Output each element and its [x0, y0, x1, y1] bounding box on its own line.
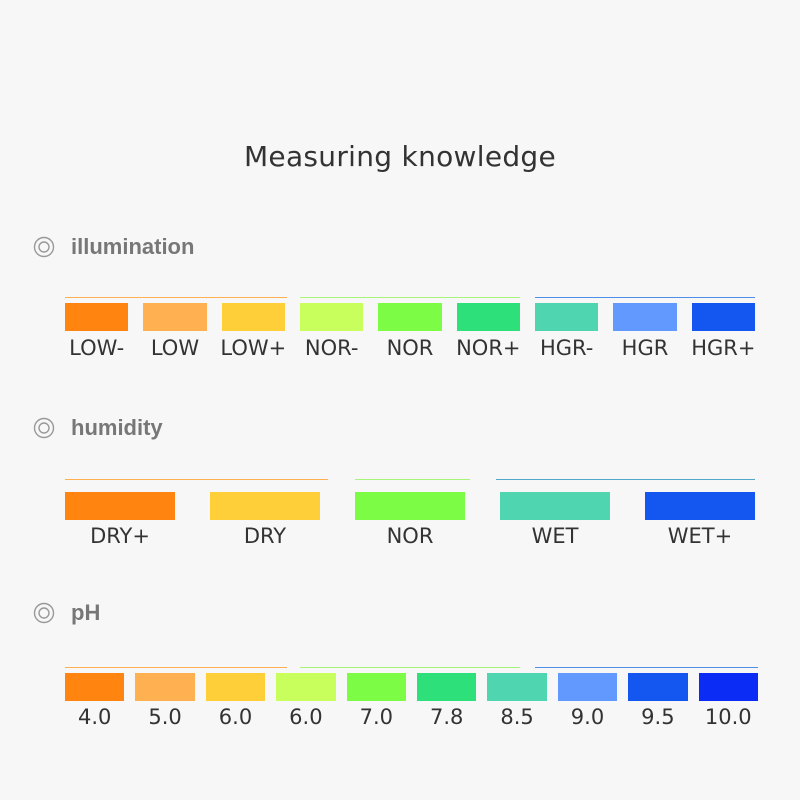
swatch-label: 4.0	[77, 705, 112, 729]
color-swatch	[221, 303, 285, 331]
section-header: pH	[33, 598, 100, 628]
color-swatch	[300, 303, 364, 331]
target-circle-icon	[33, 417, 55, 439]
target-circle-icon	[33, 236, 55, 258]
color-swatch	[487, 673, 547, 701]
range-divider-line	[535, 667, 758, 668]
range-divider-line	[300, 667, 520, 668]
swatch-label: NOR-	[304, 336, 359, 360]
color-swatch	[378, 303, 442, 331]
color-swatch	[628, 673, 688, 701]
color-swatch	[143, 303, 207, 331]
swatch-label: HGR-	[539, 336, 594, 360]
swatch-label: LOW-	[69, 336, 125, 360]
swatch-label: 9.5	[641, 705, 675, 729]
color-swatch	[65, 673, 125, 701]
color-swatch	[698, 673, 758, 701]
swatch-label: 6.0	[289, 705, 323, 729]
range-divider-line	[355, 479, 470, 480]
color-swatch	[500, 492, 610, 520]
swatch-label: 7.8	[429, 705, 464, 729]
color-swatch	[535, 303, 599, 331]
swatch-label: LOW	[150, 336, 200, 360]
range-divider-line	[496, 479, 755, 480]
swatch-label: LOW+	[220, 336, 287, 360]
range-divider-line	[535, 297, 755, 298]
section-header: illumination	[33, 232, 194, 262]
swatch-label: NOR+	[456, 336, 521, 360]
color-swatch	[65, 492, 175, 520]
swatch-label: WET	[531, 524, 579, 548]
color-swatch	[346, 673, 406, 701]
section-title: illumination	[71, 234, 195, 259]
range-divider-line	[65, 479, 328, 480]
range-divider-line	[65, 297, 287, 298]
swatch-label: DRY	[243, 524, 287, 548]
swatch-label: HGR+	[691, 336, 756, 360]
color-swatch	[355, 492, 465, 520]
color-swatch	[691, 303, 755, 331]
color-swatch	[65, 303, 129, 331]
swatch-label: DRY+	[90, 524, 150, 548]
section-header: humidity	[33, 413, 163, 443]
section-title: pH	[71, 600, 101, 625]
swatch-label: NOR	[386, 524, 434, 548]
target-circle-icon	[33, 602, 55, 624]
range-divider-line	[300, 297, 520, 298]
swatch-label: 10.0	[704, 705, 752, 729]
color-swatch	[645, 492, 755, 520]
range-divider-line	[65, 667, 287, 668]
color-swatch	[135, 673, 195, 701]
color-swatch	[276, 673, 336, 701]
swatch-label: 8.5	[500, 705, 534, 729]
section-title: humidity	[71, 415, 163, 440]
swatch-label: 7.0	[359, 705, 393, 729]
color-swatch	[613, 303, 677, 331]
page-title: Measuring knowledge	[243, 140, 557, 173]
color-swatch	[205, 673, 266, 701]
swatch-label: 9.0	[570, 705, 605, 729]
color-swatch	[557, 673, 618, 701]
color-swatch	[417, 673, 477, 701]
swatch-label: NOR	[386, 336, 434, 360]
color-swatch	[456, 303, 520, 331]
swatch-label: WET+	[667, 524, 733, 548]
swatch-label: 5.0	[148, 705, 182, 729]
color-swatch	[210, 492, 320, 520]
swatch-label: 6.0	[218, 705, 253, 729]
swatch-label: HGR	[621, 336, 669, 360]
